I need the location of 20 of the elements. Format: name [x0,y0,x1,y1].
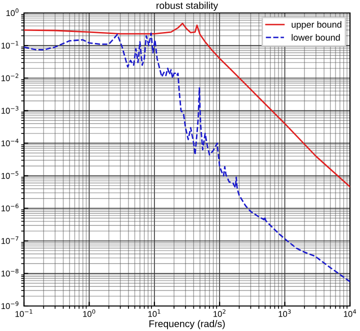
x-axis-title: Frequency (rad/s) [149,320,225,330]
x-tick-label: 10$^{−1}$ [16,309,32,317]
y-tick-label: 10$^{−9}$ [2,301,18,310]
x-tick-label: 10$^{2}$ [214,309,226,317]
y-tick-label: 10$^{−4}$ [2,138,19,146]
y-tick-label: 10$^{−2}$ [2,74,18,82]
legend-label: lower bound [292,34,340,41]
chart-title: robust stability [156,2,218,11]
y-tick-label: 10$^{−5}$ [2,171,18,179]
x-tick-label: 10$^{1}$ [148,309,160,317]
x-tick-label: 10$^{4}$ [344,309,356,317]
y-tick-label: 10$^{−3}$ [2,106,18,114]
y-tick-label: 10$^{−8}$ [2,268,18,276]
legend-label: upper bound [292,21,342,30]
y-tick-label: 10$^{−7}$ [2,236,18,244]
y-tick-label: 10$^{−6}$ [2,204,18,212]
y-tick-label: 10$^{−1}$ [2,41,18,49]
x-tick-label: 10$^{0}$ [83,309,96,317]
y-tick-label: 10$^{0}$ [6,8,18,16]
x-tick-label: 10$^{3}$ [278,309,291,317]
